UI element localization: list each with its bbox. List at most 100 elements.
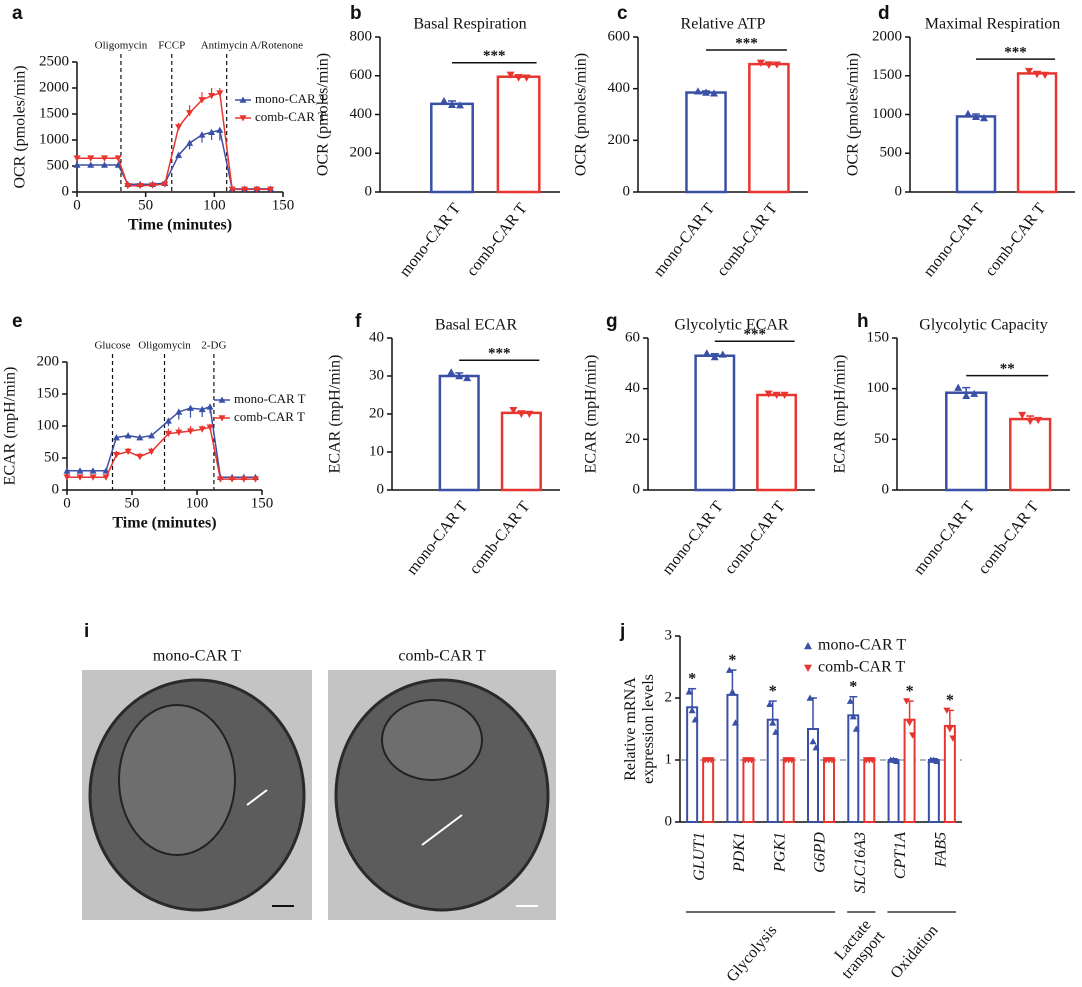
y-tick-label: 2 [665, 689, 673, 705]
marker [63, 474, 71, 481]
replicate-point [903, 698, 911, 705]
y-tick-label: 0 [377, 481, 385, 497]
x-tick-label: 100 [186, 495, 209, 511]
replicate-point [868, 757, 876, 764]
marker [198, 426, 206, 433]
marker [175, 429, 183, 436]
marker [228, 186, 236, 193]
replicate-point [849, 713, 857, 720]
replicate-point [456, 101, 464, 109]
panel-letter: d [878, 3, 890, 24]
replicate-point [972, 112, 980, 121]
y-axis-label: OCR (pmoles/min) [845, 53, 862, 176]
replicate-point [806, 694, 814, 701]
y-tick-label: 1500 [872, 67, 902, 83]
replicate-point [728, 688, 736, 695]
replicate-point [964, 109, 972, 117]
marker [112, 434, 120, 441]
x-tick-label: G6PD [812, 832, 829, 873]
y-axis-label: ECAR (mpH/min) [327, 355, 344, 474]
y-axis-label: ECAR (mpH/min) [2, 367, 19, 486]
y-tick-label: 3 [665, 627, 673, 643]
marker [136, 182, 144, 190]
replicate-point [1033, 71, 1042, 79]
phase-label: FCCP [158, 40, 185, 52]
marker [124, 448, 132, 456]
significance-label: * [906, 683, 914, 700]
y-tick-label: 0 [365, 183, 373, 199]
marker [198, 97, 206, 104]
marker [208, 128, 216, 135]
replicate-point [448, 100, 456, 109]
x-tick-label: FAB5 [933, 832, 950, 868]
replicate-point [788, 757, 796, 764]
replicate-point [710, 353, 719, 361]
bar [430, 102, 474, 194]
y-tick-label: 100 [867, 380, 890, 396]
legend-label: mono-CAR T [818, 637, 906, 654]
y-tick-label: 0 [623, 183, 631, 199]
replicate-point [522, 74, 531, 82]
replicate-point [506, 71, 515, 79]
marker [164, 430, 172, 438]
nucleus [381, 699, 483, 781]
marker [187, 404, 194, 411]
y-tick-label: 200 [350, 145, 373, 161]
marker [198, 131, 206, 138]
bar [742, 759, 755, 823]
marker [114, 161, 122, 168]
y-tick-label: 20 [625, 431, 640, 447]
marker [198, 405, 206, 413]
replicate-point [949, 735, 957, 742]
bar [927, 759, 940, 823]
bar [438, 374, 480, 492]
marker [148, 432, 155, 439]
y-tick-label: 600 [350, 67, 373, 83]
marker [89, 467, 97, 474]
panel-letter: e [12, 311, 23, 332]
y-axis-label: ECAR (mpH/min) [583, 355, 600, 474]
significance-label: * [688, 670, 696, 687]
marker [186, 110, 194, 117]
marker [216, 476, 224, 483]
replicate-point [846, 697, 854, 704]
replicate-point [772, 728, 780, 735]
y-tick-label: 150 [37, 385, 60, 401]
replicate-point [764, 390, 773, 398]
replicate-point [809, 737, 817, 745]
chart-title: Glycolytic ECAR [674, 317, 789, 334]
y-axis-label: OCR (pmoles/min) [315, 53, 332, 176]
bar [945, 391, 988, 492]
replicate-point [1018, 411, 1027, 420]
arrow [421, 814, 463, 846]
replicate-point [517, 410, 526, 418]
marker [89, 474, 97, 481]
marker [136, 453, 144, 461]
y-tick-label: 2500 [39, 53, 69, 69]
y-tick-label: 0 [633, 481, 641, 497]
replicate-point [509, 407, 518, 415]
marker [267, 186, 275, 193]
marker [206, 424, 214, 431]
significance-label: *** [735, 35, 758, 51]
replicate-point [769, 719, 777, 726]
x-tick-label: comb-CAR T [982, 200, 1049, 279]
x-tick-label: comb-CAR T [714, 200, 781, 279]
legend-marker [804, 664, 812, 672]
marker [187, 428, 194, 435]
x-tick-label: mono-CAR T [920, 200, 988, 280]
replicate-point [463, 373, 472, 382]
replicate-point [514, 74, 523, 82]
replicate-point [688, 706, 696, 714]
bar [756, 393, 798, 492]
y-tick-label: 600 [608, 28, 631, 44]
significance-label: *** [483, 48, 506, 64]
replicate-point [702, 349, 711, 357]
bar [1016, 72, 1058, 194]
marker [208, 93, 216, 100]
y-tick-label: 100 [37, 417, 60, 433]
replicate-point [685, 688, 693, 695]
legend-label: mono-CAR T [234, 391, 306, 406]
legend-label: comb-CAR T [255, 109, 326, 124]
replicate-point [946, 726, 954, 733]
